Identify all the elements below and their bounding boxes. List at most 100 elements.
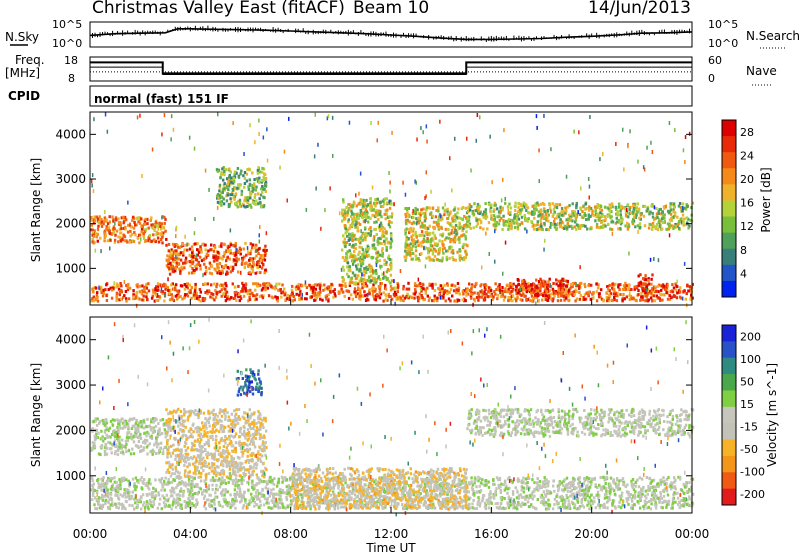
echo-cell: [264, 180, 268, 184]
scatter-cell: [160, 287, 163, 292]
echo-cell: [404, 212, 407, 216]
echo-cell: [478, 295, 481, 299]
echo-cell: [245, 253, 248, 257]
echo-cell: [498, 219, 501, 222]
echo-cell: [446, 283, 449, 287]
echo-cell: [508, 222, 511, 225]
echo-cell: [199, 248, 202, 252]
echo-cell: [346, 272, 349, 276]
echo-cell: [406, 252, 409, 256]
echo-cell: [220, 294, 223, 298]
echo-cell: [414, 290, 417, 294]
echo-cell: [138, 216, 142, 220]
scatter-cell: [366, 292, 369, 297]
echo-cell: [361, 294, 365, 298]
echo-cell: [246, 201, 249, 205]
echo-cell: [244, 286, 247, 290]
echo-cell: [344, 231, 347, 235]
echo-cell: [681, 209, 684, 213]
echo-cell: [247, 185, 250, 189]
echo-cell: [95, 294, 99, 298]
echo-cell: [368, 231, 372, 235]
echo-cell: [202, 257, 206, 261]
scatter-cell: [442, 247, 444, 252]
scatter-cell: [504, 196, 506, 201]
echo-cell: [500, 507, 503, 511]
scatter-cell: [175, 254, 177, 259]
echo-cell: [358, 287, 361, 291]
echo-cell: [546, 492, 549, 496]
echo-cell: [240, 189, 244, 193]
echo-cell: [545, 294, 548, 298]
echo-cell: [125, 297, 128, 301]
echo-cell: [136, 296, 140, 300]
echo-cell: [104, 231, 107, 235]
echo-cell: [607, 207, 611, 211]
echo-cell: [221, 167, 224, 171]
echo-cell: [423, 234, 426, 238]
echo-cell: [288, 478, 292, 482]
echo-cell: [204, 291, 207, 294]
echo-cell: [647, 298, 651, 302]
echo-cell: [194, 255, 197, 259]
echo-cell: [361, 201, 365, 205]
echo-cell: [412, 216, 415, 220]
echo-cell: [186, 282, 189, 286]
echo-cell: [476, 222, 479, 226]
echo-cell: [682, 504, 685, 508]
echo-cell: [523, 284, 527, 287]
echo-cell: [364, 271, 368, 275]
echo-cell: [145, 284, 148, 288]
echo-cell: [264, 251, 267, 255]
echo-cell: [212, 292, 215, 296]
echo-cell: [568, 225, 571, 229]
echo-cell: [249, 249, 253, 253]
echo-cell: [682, 223, 685, 227]
echo-cell: [351, 271, 355, 275]
echo-cell: [406, 237, 410, 241]
echo-cell: [206, 282, 210, 286]
echo-cell: [612, 287, 616, 291]
echo-cell: [278, 501, 281, 505]
echo-cell: [258, 197, 261, 201]
echo-cell: [248, 295, 251, 299]
echo-cell: [344, 210, 347, 214]
echo-cell: [547, 294, 551, 298]
echo-cell: [686, 217, 690, 221]
echo-cell: [493, 290, 496, 294]
echo-cell: [147, 507, 150, 511]
echo-cell: [649, 210, 652, 214]
echo-cell: [646, 293, 649, 297]
echo-cell: [265, 182, 268, 186]
scatter-cell: [388, 171, 390, 175]
echo-cell: [94, 232, 98, 236]
echo-cell: [362, 280, 365, 284]
echo-cell: [643, 278, 646, 282]
echo-cell: [155, 287, 158, 291]
echo-cell: [577, 287, 581, 291]
echo-cell: [305, 297, 308, 301]
echo-cell: [234, 263, 238, 267]
echo-cell: [184, 481, 187, 485]
echo-cell: [435, 209, 438, 212]
echo-cell: [249, 272, 252, 276]
echo-cell: [251, 270, 254, 274]
echo-cell: [625, 287, 628, 291]
echo-cell: [233, 258, 236, 262]
echo-cell: [119, 239, 123, 243]
echo-cell: [344, 242, 348, 246]
scatter-cell: [571, 211, 573, 216]
echo-cell: [349, 233, 352, 237]
echo-cell: [461, 229, 464, 233]
echo-cell: [489, 208, 492, 212]
echo-cell: [319, 297, 322, 301]
echo-cell: [499, 295, 503, 299]
echo-cell: [381, 205, 385, 208]
echo-cell: [448, 236, 451, 240]
echo-cell: [448, 246, 451, 249]
echo-cell: [552, 484, 555, 488]
echo-cell: [429, 239, 433, 243]
echo-cell: [523, 294, 526, 298]
echo-cell: [177, 289, 181, 293]
echo-cell: [249, 257, 252, 260]
